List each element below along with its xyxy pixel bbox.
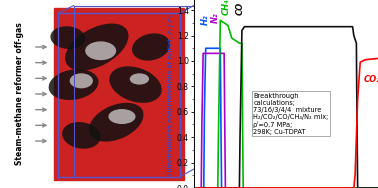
Ellipse shape xyxy=(62,122,101,149)
Ellipse shape xyxy=(85,41,116,60)
Text: Steam-methane reformer off-gas: Steam-methane reformer off-gas xyxy=(15,23,24,165)
Ellipse shape xyxy=(49,69,99,100)
Ellipse shape xyxy=(89,103,144,142)
Polygon shape xyxy=(54,8,184,180)
Text: H₂: H₂ xyxy=(201,15,209,25)
Ellipse shape xyxy=(108,109,136,124)
Ellipse shape xyxy=(132,33,170,61)
Text: Breakthrough
calculations;
73/16/3/4/4  mixture
H₂/CO₂/CO/CH₄/N₂ mix;
ρᴵ=0.7 MPa: Breakthrough calculations; 73/16/3/4/4 m… xyxy=(253,93,328,135)
Text: CO: CO xyxy=(236,2,245,15)
Ellipse shape xyxy=(130,73,149,85)
Ellipse shape xyxy=(109,66,162,103)
Ellipse shape xyxy=(65,24,129,70)
Ellipse shape xyxy=(70,73,93,88)
Y-axis label: Dimensionless concentrations at outlet, cᵢ / cᵢ₀: Dimensionless concentrations at outlet, … xyxy=(168,13,174,175)
Text: CH₄: CH₄ xyxy=(222,0,231,15)
Text: CO₂: CO₂ xyxy=(363,75,378,84)
Text: N₂: N₂ xyxy=(211,12,220,23)
Ellipse shape xyxy=(50,26,85,49)
